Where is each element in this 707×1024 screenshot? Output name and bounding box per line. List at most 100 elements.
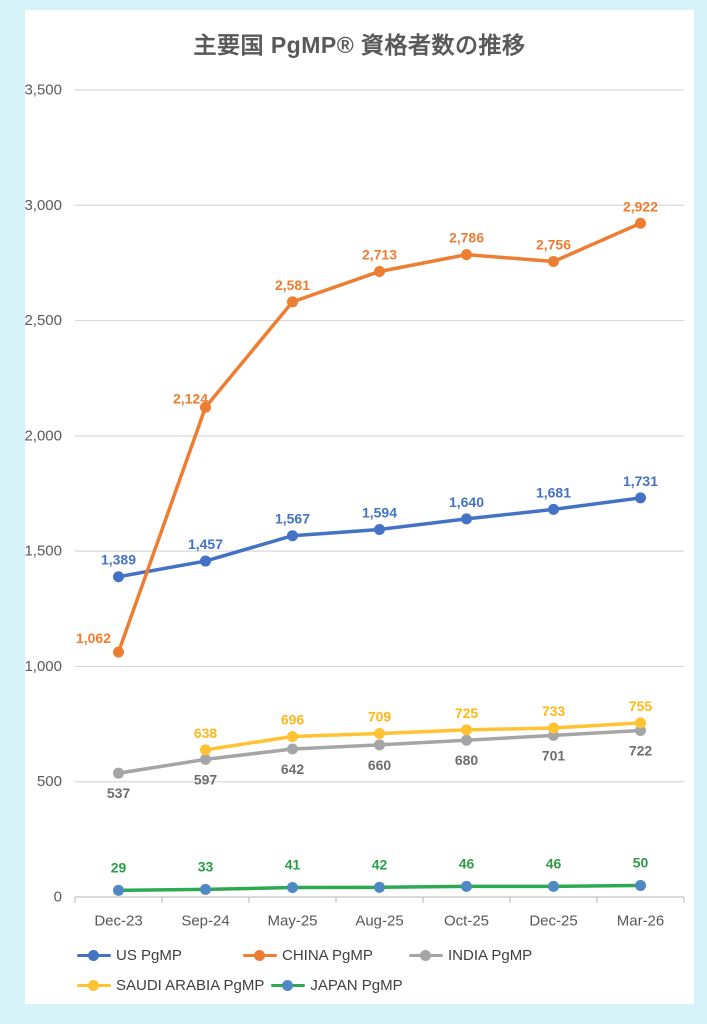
y-axis-label: 0 bbox=[54, 889, 62, 906]
data-label: 2,786 bbox=[449, 230, 484, 246]
legend-marker-icon bbox=[243, 949, 277, 961]
series-us-pgmp: 1,389 1,457 1,567 1,594 1,640 1,681 1,731 bbox=[101, 473, 658, 583]
y-axis-label: 3,000 bbox=[25, 197, 62, 214]
legend-dot bbox=[88, 979, 99, 991]
data-point-marker bbox=[635, 725, 646, 737]
data-point-marker bbox=[287, 743, 298, 755]
series-saudi-arabia-pgmp: 638 696 709 725 733 755 bbox=[194, 698, 652, 756]
data-label: 709 bbox=[368, 709, 392, 725]
data-point-marker bbox=[200, 401, 211, 413]
data-point-marker bbox=[374, 523, 385, 535]
legend-row: US PgMP CHINA PgMP INDIA PgMP bbox=[25, 940, 694, 970]
data-label: 42 bbox=[372, 856, 388, 872]
data-label: 638 bbox=[194, 725, 218, 741]
y-axis-label: 1,000 bbox=[25, 658, 62, 675]
data-point-marker bbox=[635, 879, 646, 891]
data-point-marker bbox=[113, 646, 124, 658]
x-axis-label: Aug-25 bbox=[355, 913, 403, 930]
legend-marker-icon bbox=[409, 949, 443, 961]
data-label: 2,124 bbox=[173, 390, 208, 406]
data-label: 1,594 bbox=[362, 504, 397, 520]
data-point-marker bbox=[287, 530, 298, 542]
data-point-marker bbox=[287, 882, 298, 894]
data-point-marker bbox=[461, 249, 472, 261]
data-point-marker bbox=[461, 880, 472, 892]
data-label: 2,756 bbox=[536, 237, 571, 253]
data-label: 2,581 bbox=[275, 277, 310, 293]
data-point-marker bbox=[635, 217, 646, 229]
series-line bbox=[116, 221, 643, 654]
data-point-marker bbox=[461, 724, 472, 736]
data-label: 1,640 bbox=[449, 494, 484, 510]
legend-row: SAUDI ARABIA PgMP JAPAN PgMP bbox=[25, 970, 694, 1000]
data-point-marker bbox=[461, 513, 472, 525]
legend-label: CHINA PgMP bbox=[282, 946, 373, 964]
legend-item-saudi-arabia-pgmp: SAUDI ARABIA PgMP bbox=[77, 977, 264, 994]
data-label: 660 bbox=[368, 757, 392, 773]
data-point-marker bbox=[200, 753, 211, 765]
data-point-marker bbox=[200, 883, 211, 895]
data-point-marker bbox=[113, 571, 124, 583]
data-point-marker bbox=[548, 722, 559, 734]
data-label: 1,567 bbox=[275, 511, 310, 527]
y-axis-label: 500 bbox=[37, 773, 62, 790]
data-point-marker bbox=[635, 717, 646, 729]
legend-dot bbox=[282, 979, 294, 991]
data-label: 1,062 bbox=[76, 630, 111, 646]
data-label: 537 bbox=[107, 785, 131, 801]
x-axis-label: Sep-24 bbox=[181, 913, 229, 930]
chart-title: 主要国 PgMP® 資格者数の推移 bbox=[193, 32, 526, 58]
data-label: 2,922 bbox=[623, 198, 658, 214]
legend-dot bbox=[420, 949, 431, 961]
x-axis-label: May-25 bbox=[267, 913, 317, 930]
data-label: 50 bbox=[633, 854, 649, 870]
legend-item-china-pgmp: CHINA PgMP bbox=[243, 947, 409, 964]
data-label: 701 bbox=[542, 747, 566, 763]
x-axis-label: Dec-25 bbox=[529, 913, 577, 930]
data-label: 733 bbox=[542, 703, 566, 719]
legend-label: JAPAN PgMP bbox=[310, 976, 403, 994]
data-label: 41 bbox=[285, 857, 301, 873]
data-label: 696 bbox=[281, 712, 305, 728]
data-point-marker bbox=[635, 492, 646, 504]
legend-dot bbox=[88, 949, 99, 961]
data-label: 1,457 bbox=[188, 536, 223, 552]
y-axis-labels: 0 500 1,000 1,500 2,000 2,500 3,000 3,500 bbox=[25, 82, 62, 906]
x-axis-label: Dec-23 bbox=[94, 913, 142, 930]
data-point-marker bbox=[548, 503, 559, 515]
y-axis-label: 1,500 bbox=[25, 543, 62, 560]
series-china-pgmp: 1,062 2,124 2,581 2,713 2,786 2,756 2,922 bbox=[76, 198, 658, 658]
chart-legend: US PgMP CHINA PgMP INDIA PgMP SAUDI ARABIA … bbox=[25, 940, 694, 1000]
legend-marker-icon bbox=[271, 979, 306, 991]
data-label: 2,713 bbox=[362, 246, 397, 262]
y-axis-label: 3,500 bbox=[25, 82, 62, 99]
data-point-marker bbox=[113, 767, 124, 779]
data-point-marker bbox=[374, 739, 385, 751]
data-label: 33 bbox=[198, 858, 214, 874]
data-label: 1,731 bbox=[623, 473, 658, 489]
data-point-marker bbox=[374, 265, 385, 277]
data-label: 29 bbox=[111, 859, 127, 875]
line-chart: 0 500 1,000 1,500 2,000 2,500 3,000 3,500 Dec-23… bbox=[25, 82, 685, 930]
legend-item-japan-pgmp: JAPAN PgMP bbox=[271, 977, 437, 994]
legend-item-us-pgmp: US PgMP bbox=[77, 947, 243, 964]
data-label: 597 bbox=[194, 771, 218, 787]
legend-dot bbox=[254, 949, 265, 961]
chart-card: 主要国 PgMP® 資格者数の推移 0 500 1,000 1,500 2,000 2,5… bbox=[25, 10, 694, 1004]
gridlines bbox=[75, 89, 684, 898]
data-label: 46 bbox=[459, 855, 475, 871]
data-point-marker bbox=[287, 296, 298, 308]
data-point-marker bbox=[200, 744, 211, 756]
y-axis-label: 2,000 bbox=[25, 427, 62, 444]
x-axis-label: Oct-25 bbox=[444, 913, 489, 930]
data-label: 1,681 bbox=[536, 484, 571, 500]
x-axis: Dec-23 Sep-24 May-25 Aug-25 Oct-25 Dec-25 Mar-… bbox=[74, 897, 685, 930]
legend-marker-icon bbox=[77, 949, 111, 961]
data-label: 722 bbox=[629, 743, 653, 759]
data-point-marker bbox=[287, 731, 298, 743]
data-point-marker bbox=[548, 256, 559, 268]
legend-label: INDIA PgMP bbox=[448, 946, 533, 964]
legend-marker-icon bbox=[77, 979, 111, 991]
data-label: 1,389 bbox=[101, 552, 136, 568]
data-point-marker bbox=[374, 728, 385, 740]
